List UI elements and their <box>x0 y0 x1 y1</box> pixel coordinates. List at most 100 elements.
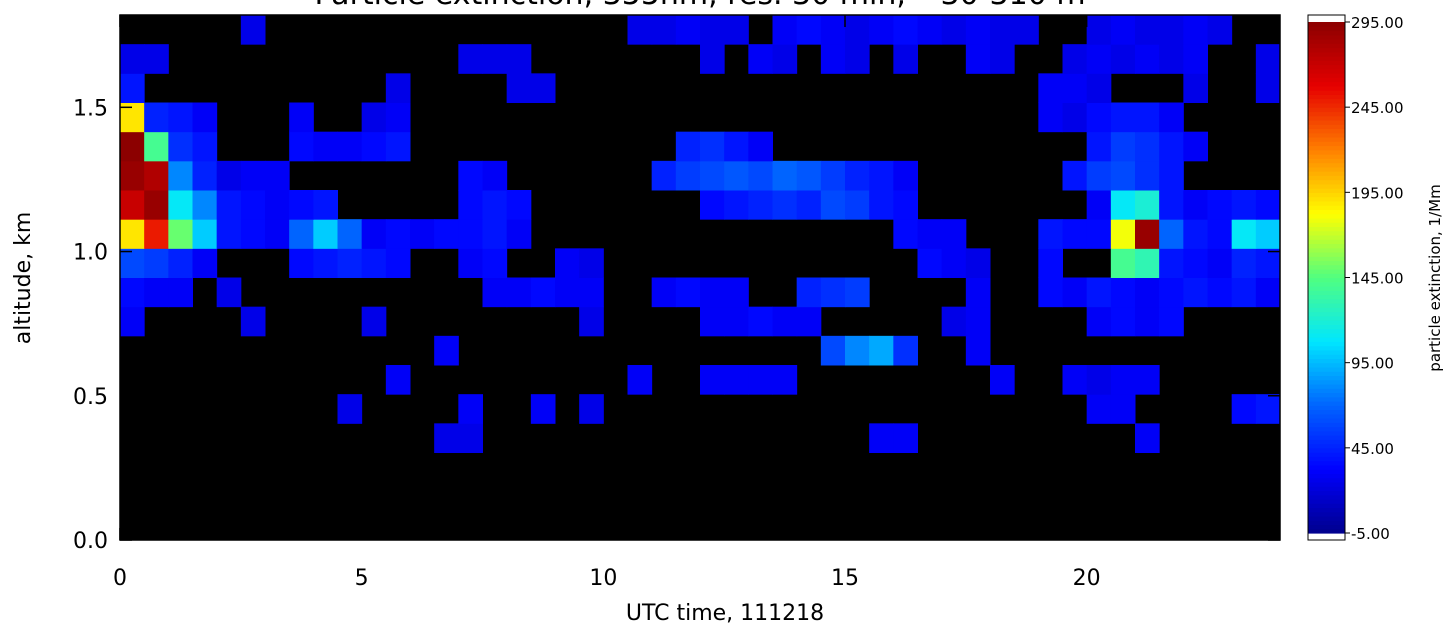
colorbar-swatch <box>1308 439 1345 445</box>
colorbar-swatch <box>1308 60 1345 66</box>
heat-cell <box>700 190 725 220</box>
colorbar-swatch <box>1308 56 1345 61</box>
heat-cell <box>675 131 701 162</box>
heat-cell <box>1086 15 1112 45</box>
heat-cell <box>724 131 749 162</box>
colorbar-swatch <box>1308 515 1345 521</box>
colorbar-swatch <box>1308 43 1345 49</box>
heat-cell <box>796 277 822 308</box>
heat-cell <box>893 219 918 249</box>
heat-cell <box>845 277 870 308</box>
heat-cell <box>506 73 532 103</box>
heat-cell <box>144 219 169 249</box>
heat-cell <box>1159 219 1184 249</box>
colorbar-swatch <box>1308 379 1345 385</box>
colorbar-swatch <box>1308 460 1345 466</box>
heat-cell <box>144 277 169 308</box>
heat-cell <box>1135 102 1160 133</box>
heat-cell <box>120 219 145 249</box>
heat-cell <box>1183 277 1208 308</box>
colorbar-swatch <box>1308 175 1345 181</box>
heat-cell <box>530 73 556 103</box>
heat-cell <box>1159 160 1184 191</box>
colorbar-swatch <box>1308 183 1345 189</box>
heat-cell <box>1110 190 1136 220</box>
heat-cell <box>482 248 508 278</box>
colorbar-swatch <box>1308 409 1345 415</box>
heat-cell <box>724 365 749 395</box>
heat-cell <box>700 306 725 337</box>
heat-cell <box>965 306 991 337</box>
heat-cell <box>845 160 870 191</box>
colorbar-swatch <box>1308 486 1345 492</box>
heat-cell <box>700 365 725 395</box>
colorbar-swatch <box>1308 234 1345 240</box>
heat-cell <box>941 306 967 337</box>
colorbar-swatch <box>1308 303 1345 308</box>
heat-cell <box>941 219 967 249</box>
heat-cell <box>1038 248 1063 278</box>
heat-cell <box>869 190 894 220</box>
heat-cell <box>265 160 290 191</box>
colorbar-swatch <box>1308 290 1345 296</box>
heat-cell <box>168 219 193 249</box>
heat-cell <box>893 335 918 366</box>
heat-cell <box>869 160 894 191</box>
heat-cell <box>530 277 556 308</box>
heat-cell <box>168 277 193 308</box>
heat-cell <box>1062 44 1088 74</box>
heat-cell <box>385 219 411 249</box>
heat-cell <box>893 44 918 74</box>
heat-cell <box>216 190 242 220</box>
heat-cell <box>385 102 411 133</box>
colorbar-swatch <box>1308 345 1345 351</box>
heat-cell <box>120 44 145 74</box>
heat-cell <box>482 219 508 249</box>
heat-cell <box>530 394 556 424</box>
heat-cell <box>651 277 677 308</box>
heat-cell <box>385 248 411 278</box>
heat-cell <box>1086 365 1112 395</box>
heat-cell <box>240 306 266 337</box>
colorbar-swatch <box>1308 264 1345 270</box>
colorbar-swatch <box>1308 22 1345 27</box>
colorbar-swatch <box>1308 426 1345 432</box>
colorbar-tick-label: 245.00 <box>1351 99 1404 117</box>
heat-cell <box>748 44 773 74</box>
heat-cell <box>820 190 846 220</box>
heat-cell <box>458 44 483 74</box>
y-axis-label: altitude, km <box>11 212 36 345</box>
heat-cell <box>337 219 363 249</box>
colorbar-swatch <box>1308 141 1345 147</box>
heat-cell <box>1159 15 1184 45</box>
heat-cell <box>651 160 677 191</box>
heat-cell <box>772 160 798 191</box>
heat-cell <box>1086 277 1112 308</box>
colorbar-swatch <box>1308 158 1345 164</box>
heat-cell <box>748 190 773 220</box>
heat-cell <box>724 277 749 308</box>
heat-cell <box>796 190 822 220</box>
colorbar-swatch <box>1308 528 1345 534</box>
heat-cell <box>434 423 459 453</box>
heat-cell <box>724 306 749 337</box>
heat-cell <box>458 423 483 453</box>
heat-cell <box>1038 102 1063 133</box>
axes: 0 5 10 15 20 0.0 0.5 1.0 1.5 <box>73 14 1281 591</box>
heat-cell <box>1086 190 1112 220</box>
heat-cell <box>1231 248 1257 278</box>
heat-cell <box>965 44 991 74</box>
heat-cell <box>1110 365 1136 395</box>
heat-cell <box>144 102 169 133</box>
colorbar-swatch <box>1308 311 1345 317</box>
colorbar-swatch <box>1308 239 1345 245</box>
colorbar-swatch <box>1308 154 1345 159</box>
colorbar-swatch <box>1308 349 1345 355</box>
heat-cell <box>1207 277 1233 308</box>
heat-cell <box>1110 219 1136 249</box>
colorbar-swatch <box>1308 230 1345 236</box>
heat-cell <box>289 190 314 220</box>
heat-cell <box>1183 73 1208 103</box>
heat-cell <box>1135 190 1160 220</box>
